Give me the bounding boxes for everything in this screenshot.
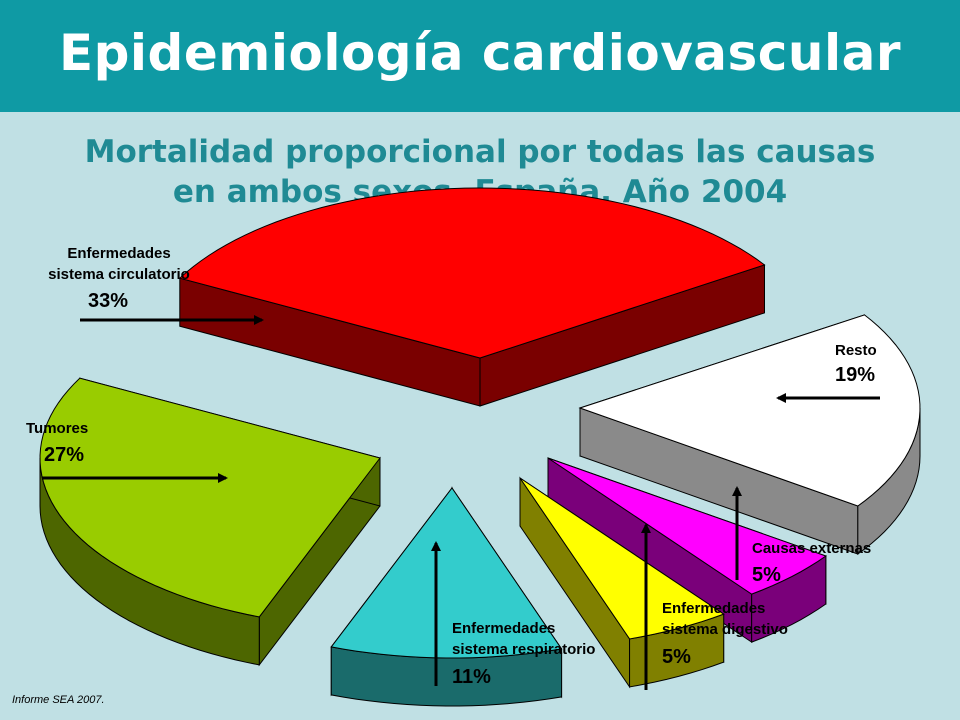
value-digestivo: 5% [662,646,691,668]
label-circulatorio: Enfermedades sistema circulatorio [14,243,224,285]
pie-slice-3-top [519,477,725,640]
page-title: Epidemiología cardiovascular [58,24,902,82]
label-digestivo: Enfermedades sistema digestivo [662,598,788,640]
chart-subtitle-line-1: Mortalidad proporcional por todas las ca… [84,134,876,170]
value-resto: 19% [835,364,876,386]
source-note: Informe SEA 2007. [12,694,105,706]
pie-slice-3 [519,476,725,689]
label-respiratorio: Enfermedades sistema respiratorio [452,618,595,660]
header-bar: Epidemiología cardiovascular [0,0,960,112]
pie-slice-5-top [39,377,381,618]
value-respiratorio: 11% [452,666,491,688]
pie-slice-5 [39,377,381,667]
pie-slice-1 [578,314,921,555]
pie-slice-0 [178,187,766,407]
pie-slice-1-top [578,314,921,507]
pie-slice-4 [330,486,563,707]
label-circulatorio-line2: sistema circulatorio [48,266,190,283]
value-causas-externas: 5% [752,564,781,586]
pie-slice-2 [547,457,827,644]
label-circulatorio-line1: Enfermedades [67,245,171,262]
value-tumores: 27% [44,444,85,466]
pie-slice-0-top [178,187,766,359]
label-respiratorio-line1: Enfermedades [452,620,556,637]
label-resto: Resto [835,342,877,359]
label-causas-externas: Causas externas [752,540,872,557]
pie-slice-4-top [330,487,563,659]
pie-slice-2-top [547,457,827,595]
label-digestivo-line2: sistema digestivo [662,621,788,638]
label-respiratorio-line2: sistema respiratorio [452,641,596,658]
value-circulatorio: 33% [88,290,129,312]
label-digestivo-line1: Enfermedades [662,600,766,617]
label-tumores: Tumores [26,420,89,437]
